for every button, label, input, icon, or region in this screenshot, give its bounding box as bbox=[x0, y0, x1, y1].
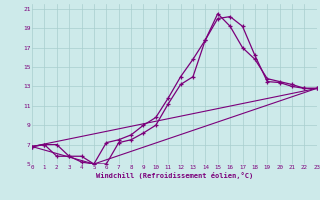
X-axis label: Windchill (Refroidissement éolien,°C): Windchill (Refroidissement éolien,°C) bbox=[96, 172, 253, 179]
